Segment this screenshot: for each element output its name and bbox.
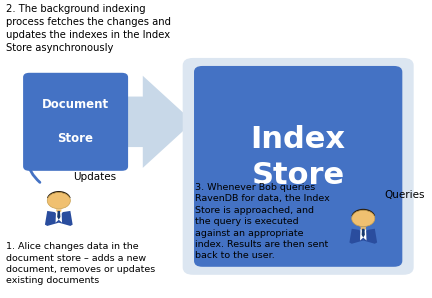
- Polygon shape: [56, 209, 62, 212]
- FancyBboxPatch shape: [23, 73, 128, 171]
- FancyBboxPatch shape: [183, 58, 414, 275]
- Text: Queries: Queries: [384, 190, 425, 200]
- Polygon shape: [47, 191, 71, 198]
- Polygon shape: [57, 211, 60, 220]
- Polygon shape: [34, 76, 193, 168]
- Circle shape: [47, 193, 70, 209]
- Polygon shape: [349, 229, 377, 244]
- Polygon shape: [362, 229, 365, 238]
- Polygon shape: [360, 227, 366, 230]
- Text: Document

Store: Document Store: [42, 98, 109, 145]
- Polygon shape: [45, 211, 73, 226]
- Text: 1. Alice changes data in the
document store – adds a new
document, removes or up: 1. Alice changes data in the document st…: [6, 242, 156, 285]
- Polygon shape: [56, 211, 62, 223]
- Text: Updates: Updates: [73, 172, 117, 182]
- FancyArrowPatch shape: [29, 142, 40, 182]
- Text: 2. The background indexing
process fetches the changes and
updates the indexes i: 2. The background indexing process fetch…: [6, 4, 172, 53]
- Polygon shape: [351, 209, 375, 216]
- FancyBboxPatch shape: [194, 66, 402, 267]
- Circle shape: [352, 210, 375, 226]
- Text: Index
Store: Index Store: [251, 125, 346, 190]
- Text: 3. Whenever Bob queries
RavenDB for data, the Index
Store is approached, and
the: 3. Whenever Bob queries RavenDB for data…: [195, 183, 330, 260]
- Polygon shape: [360, 229, 366, 240]
